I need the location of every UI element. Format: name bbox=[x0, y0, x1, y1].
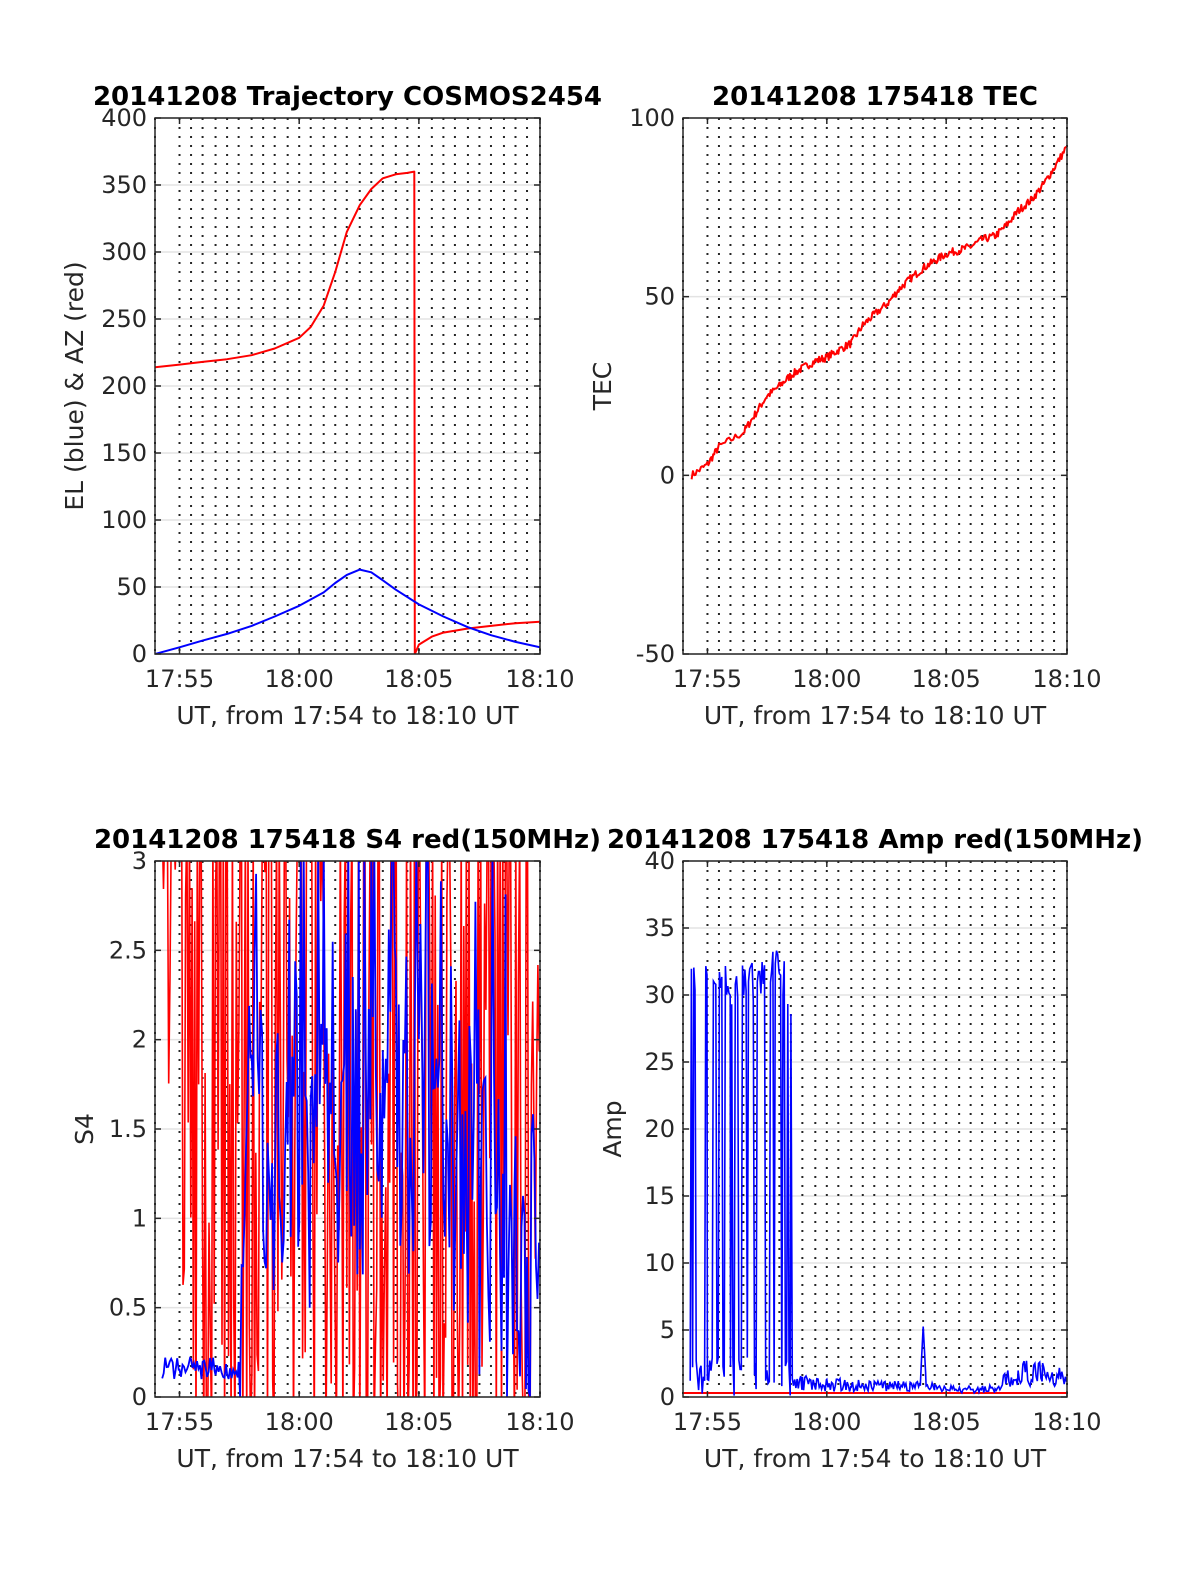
y-tick-label: 100 bbox=[629, 104, 675, 132]
series-line-0 bbox=[690, 145, 1067, 480]
y-tick-label: 50 bbox=[644, 283, 675, 311]
y-tick-label: 5 bbox=[660, 1316, 675, 1344]
series-s4-blue bbox=[161, 861, 540, 1397]
x-tick-label: 18:10 bbox=[505, 1408, 574, 1436]
x-tick-label: 18:05 bbox=[384, 665, 453, 693]
y-tick-label: 15 bbox=[644, 1182, 675, 1210]
x-tick-label: 18:10 bbox=[1032, 665, 1101, 693]
series-group bbox=[161, 861, 540, 1397]
y-tick-label: 150 bbox=[101, 439, 147, 467]
series-noise-0 bbox=[162, 861, 540, 1397]
x-tick-label: 18:05 bbox=[384, 1408, 453, 1436]
y-tick-label: 400 bbox=[101, 104, 147, 132]
y-tick-label: 35 bbox=[644, 914, 675, 942]
series-group bbox=[683, 950, 1067, 1396]
series-band-1 bbox=[689, 950, 1067, 1396]
y-tick-label: 2 bbox=[132, 1026, 147, 1054]
series-group bbox=[155, 170, 540, 654]
x-tick-label: 17:55 bbox=[673, 665, 742, 693]
x-tick-label: 17:55 bbox=[673, 1408, 742, 1436]
y-tick-label: 250 bbox=[101, 305, 147, 333]
x-axis-label: UT, from 17:54 to 18:10 UT bbox=[704, 1444, 1047, 1473]
y-tick-label: 40 bbox=[644, 847, 675, 875]
x-tick-label: 18:00 bbox=[265, 665, 334, 693]
y-tick-label: 1 bbox=[132, 1204, 147, 1232]
x-tick-label: 18:00 bbox=[792, 665, 861, 693]
x-axis-label: UT, from 17:54 to 18:10 UT bbox=[704, 701, 1047, 730]
axes-frame bbox=[682, 117, 1068, 655]
y-tick-label: 20 bbox=[644, 1115, 675, 1143]
y-tick-label: 10 bbox=[644, 1249, 675, 1277]
chart-title: 20141208 175418 Amp red(150MHz) bbox=[607, 825, 1143, 855]
x-tick-label: 18:00 bbox=[792, 1408, 861, 1436]
x-tick-label: 17:55 bbox=[145, 665, 214, 693]
x-tick-label: 18:05 bbox=[912, 665, 981, 693]
y-axis-label: EL (blue) & AZ (red) bbox=[60, 261, 89, 510]
chart-amp: 0 5 10 15 20 25 30 35 40 17:55 18:00 18:05 18:10 2014… bbox=[598, 825, 1143, 1473]
y-axis-label: Amp bbox=[598, 1100, 627, 1157]
chart-title: 20141208 Trajectory COSMOS2454 bbox=[93, 82, 602, 112]
y-tick-label: 30 bbox=[644, 981, 675, 1009]
y-tick-label: 3 bbox=[132, 847, 147, 875]
chart-title: 20141208 175418 S4 red(150MHz) bbox=[94, 825, 601, 855]
x-axis-label: UT, from 17:54 to 18:10 UT bbox=[176, 1444, 519, 1473]
x-axis-label: UT, from 17:54 to 18:10 UT bbox=[176, 701, 519, 730]
chart-s4: 0 0.5 1 1.5 2 2.5 3 17:55 18:00 18:05 18:10 2014120… bbox=[70, 825, 601, 1473]
y-tick-label: 50 bbox=[116, 573, 147, 601]
y-tick-label: -50 bbox=[636, 640, 675, 668]
plot-area bbox=[683, 118, 1067, 654]
x-tick-label: 18:10 bbox=[1032, 1408, 1101, 1436]
y-tick-label: 0.5 bbox=[109, 1294, 147, 1322]
y-tick-label: 1.5 bbox=[109, 1115, 147, 1143]
x-tick-label: 18:10 bbox=[505, 665, 574, 693]
x-tick-label: 17:55 bbox=[145, 1408, 214, 1436]
series-line-0 bbox=[155, 170, 540, 654]
y-tick-label: 2.5 bbox=[109, 936, 147, 964]
y-tick-label: 0 bbox=[660, 461, 675, 489]
series-group bbox=[690, 145, 1067, 480]
y-axis-label: TEC bbox=[588, 362, 617, 412]
y-tick-label: 0 bbox=[132, 640, 147, 668]
y-tick-label: 200 bbox=[101, 372, 147, 400]
y-tick-label: 300 bbox=[101, 238, 147, 266]
y-tick-label: 350 bbox=[101, 171, 147, 199]
y-tick-label: 0 bbox=[660, 1383, 675, 1411]
y-tick-label: 25 bbox=[644, 1048, 675, 1076]
x-tick-label: 18:00 bbox=[265, 1408, 334, 1436]
series-line-1 bbox=[155, 568, 540, 654]
x-tick-label: 18:05 bbox=[912, 1408, 981, 1436]
y-tick-label: 100 bbox=[101, 506, 147, 534]
y-axis-label: S4 bbox=[70, 1113, 99, 1145]
chart-trajectory: 0 50 100 150 200 250 300 350 400 17:55 18:00 18:05 1… bbox=[60, 82, 602, 730]
chart-tec: -50 0 50 100 17:55 18:00 18:05 18:10 20141208 17… bbox=[588, 82, 1102, 730]
y-tick-label: 0 bbox=[132, 1383, 147, 1411]
chart-title: 20141208 175418 TEC bbox=[712, 82, 1038, 112]
